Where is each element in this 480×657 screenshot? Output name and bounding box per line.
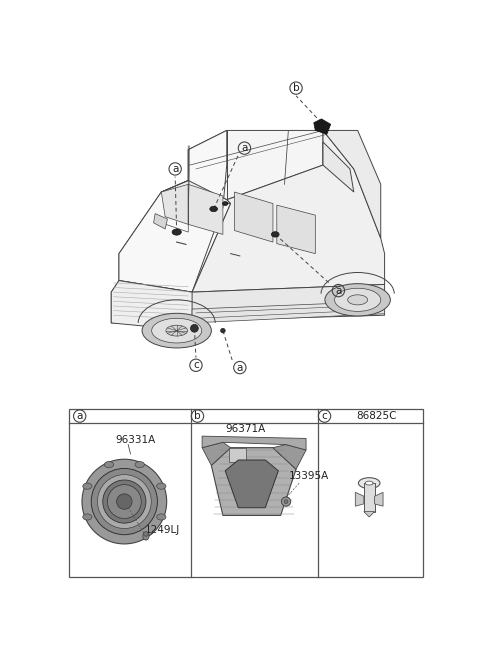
Text: a: a	[237, 363, 243, 373]
Polygon shape	[234, 192, 273, 242]
Ellipse shape	[135, 461, 144, 468]
Polygon shape	[364, 512, 374, 517]
Polygon shape	[323, 142, 354, 192]
Bar	[69, 409, 423, 577]
Ellipse shape	[210, 206, 217, 212]
Polygon shape	[161, 185, 188, 225]
Polygon shape	[277, 205, 315, 254]
Text: a: a	[172, 164, 179, 174]
Polygon shape	[154, 214, 168, 229]
Text: 86825C: 86825C	[357, 411, 397, 421]
Polygon shape	[188, 131, 323, 200]
Ellipse shape	[152, 318, 202, 343]
Bar	[364, 483, 374, 512]
Polygon shape	[202, 442, 230, 465]
Polygon shape	[374, 492, 383, 506]
Ellipse shape	[271, 232, 279, 237]
Text: a: a	[76, 411, 83, 421]
Ellipse shape	[156, 514, 166, 520]
Text: 96331A: 96331A	[116, 435, 156, 445]
Polygon shape	[355, 492, 364, 506]
Text: b: b	[293, 83, 300, 93]
Ellipse shape	[172, 229, 181, 235]
Circle shape	[144, 532, 148, 536]
Ellipse shape	[83, 514, 92, 520]
Ellipse shape	[348, 295, 368, 305]
Circle shape	[103, 480, 146, 523]
Ellipse shape	[83, 483, 92, 489]
Ellipse shape	[166, 325, 188, 336]
Text: c: c	[322, 411, 327, 421]
Ellipse shape	[156, 483, 166, 489]
Text: 13395A: 13395A	[289, 471, 329, 481]
Text: a: a	[241, 143, 248, 153]
Text: b: b	[194, 411, 201, 421]
Polygon shape	[119, 192, 230, 292]
Polygon shape	[192, 302, 384, 323]
Ellipse shape	[143, 532, 149, 540]
Circle shape	[281, 497, 291, 506]
Polygon shape	[211, 447, 296, 516]
Ellipse shape	[223, 202, 228, 206]
Polygon shape	[111, 281, 192, 330]
Text: 1249LJ: 1249LJ	[145, 525, 180, 535]
Text: 96371A: 96371A	[226, 424, 266, 434]
Polygon shape	[188, 185, 223, 235]
Ellipse shape	[359, 478, 380, 489]
Polygon shape	[323, 131, 381, 238]
Polygon shape	[192, 131, 384, 292]
Circle shape	[221, 328, 225, 333]
Circle shape	[82, 459, 167, 544]
Ellipse shape	[104, 461, 114, 468]
Circle shape	[91, 468, 157, 535]
Polygon shape	[273, 445, 306, 469]
Text: c: c	[193, 360, 199, 371]
Polygon shape	[225, 460, 278, 508]
Circle shape	[284, 499, 288, 503]
Ellipse shape	[142, 313, 211, 348]
Text: a: a	[335, 286, 342, 296]
Ellipse shape	[335, 288, 381, 311]
Circle shape	[117, 494, 132, 509]
Ellipse shape	[325, 284, 390, 316]
Circle shape	[108, 485, 141, 518]
Polygon shape	[119, 131, 227, 292]
Circle shape	[97, 474, 151, 528]
Polygon shape	[202, 436, 306, 450]
Polygon shape	[111, 281, 384, 323]
Polygon shape	[229, 447, 246, 461]
Circle shape	[191, 325, 198, 332]
Polygon shape	[161, 181, 230, 204]
Ellipse shape	[365, 481, 373, 485]
Polygon shape	[314, 119, 331, 134]
